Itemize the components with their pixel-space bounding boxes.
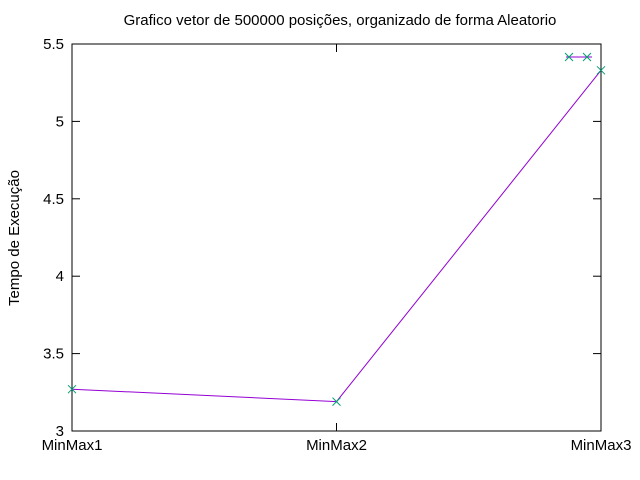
- x-axis-ticks: MinMax1 MinMax2 MinMax3: [42, 44, 632, 454]
- data-point: [67, 384, 77, 394]
- data-point: [596, 65, 606, 75]
- y-axis-ticks: 3 3.5 4 4.5 5 5.5: [43, 36, 601, 440]
- data-point: [332, 397, 341, 406]
- legend: [564, 52, 592, 62]
- series-line: [71, 70, 602, 403]
- y-axis-title: Tempo de Execução: [6, 170, 23, 306]
- y-tick-label: 5: [56, 113, 64, 130]
- y-tick-label: 3: [56, 423, 64, 440]
- y-tick-label: 4: [56, 268, 64, 285]
- legend-marker-sample: [582, 52, 592, 62]
- x-tick-label: MinMax1: [42, 437, 103, 454]
- y-tick-label: 5.5: [43, 36, 64, 53]
- series-layer: [67, 65, 606, 406]
- y-tick-label: 4.5: [43, 191, 64, 208]
- legend-marker-sample: [564, 52, 574, 62]
- x-tick-label: MinMax3: [571, 437, 632, 454]
- chart-title: Grafico vetor de 500000 posições, organi…: [124, 12, 557, 29]
- plot-frame: [71, 43, 602, 432]
- y-tick-label: 3.5: [43, 346, 64, 363]
- x-tick-label: MinMax2: [306, 437, 367, 454]
